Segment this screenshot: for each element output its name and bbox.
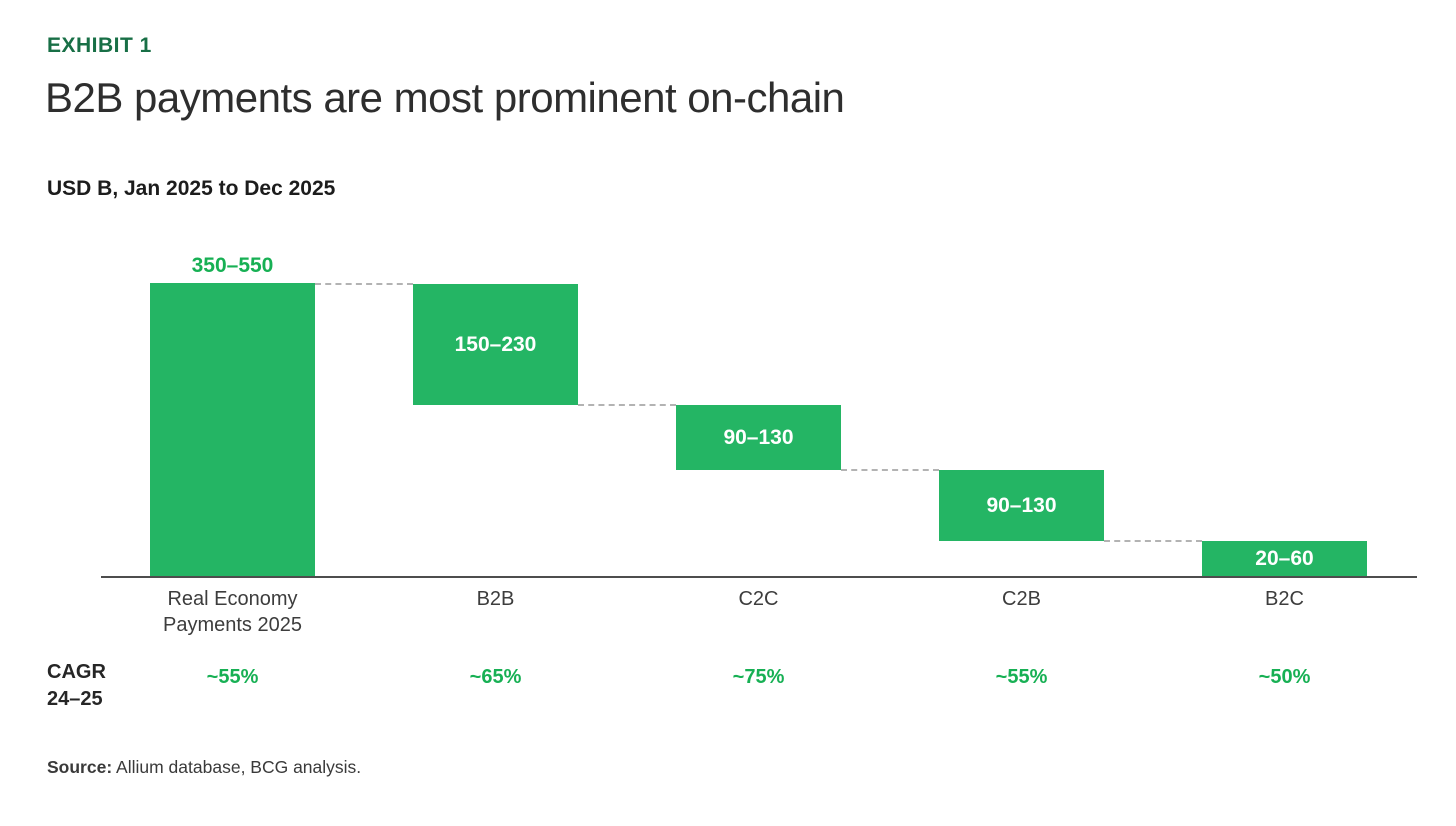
bar-value-label: 90–130 [723, 426, 794, 449]
page-title: B2B payments are most prominent on-chain [45, 74, 845, 121]
exhibit-label: EXHIBIT 1 [47, 34, 152, 57]
waterfall-connector [578, 404, 676, 406]
category-label-real-economy-payments-2025: Real Economy Payments 2025 [163, 588, 302, 636]
waterfall-bar-real-economy-payments-2025 [150, 283, 315, 576]
waterfall-connector [1104, 540, 1202, 542]
bar-value-label: 20–60 [1255, 547, 1314, 570]
waterfall-bar-c2b [939, 470, 1104, 541]
source-label: Source: [47, 757, 113, 777]
waterfall-connector [841, 469, 939, 471]
source-text: Allium database, BCG analysis. [112, 757, 362, 777]
category-label-c2b: C2B [1002, 588, 1041, 610]
waterfall-bar-b2c [1202, 541, 1367, 576]
bar-value-label: 90–130 [986, 494, 1057, 517]
x-axis-line [101, 576, 1417, 578]
category-label-b2c: B2C [1265, 588, 1304, 610]
source-note: Source: Allium database, BCG analysis. [47, 757, 361, 778]
cagr-value: ~50% [1258, 666, 1311, 688]
cagr-value: ~75% [732, 666, 785, 688]
cagr-value: ~55% [206, 666, 259, 688]
chart-units-subtitle: USD B, Jan 2025 to Dec 2025 [47, 177, 336, 200]
waterfall-bar-b2b [413, 284, 578, 405]
cagr-row-label: CAGR 24–25 [47, 659, 106, 713]
cagr-row-label-line2: 24–25 [47, 688, 103, 710]
category-label-b2b: B2B [476, 588, 515, 610]
cagr-value: ~65% [469, 666, 522, 688]
waterfall-connector [315, 283, 413, 285]
cagr-row-label-line1: CAGR [47, 661, 106, 683]
cagr-value: ~55% [995, 666, 1048, 688]
category-label-c2c: C2C [738, 588, 779, 610]
bar-value-label: 150–230 [454, 333, 537, 356]
bar-value-label: 350–550 [191, 254, 274, 277]
waterfall-bar-c2c [676, 405, 841, 470]
